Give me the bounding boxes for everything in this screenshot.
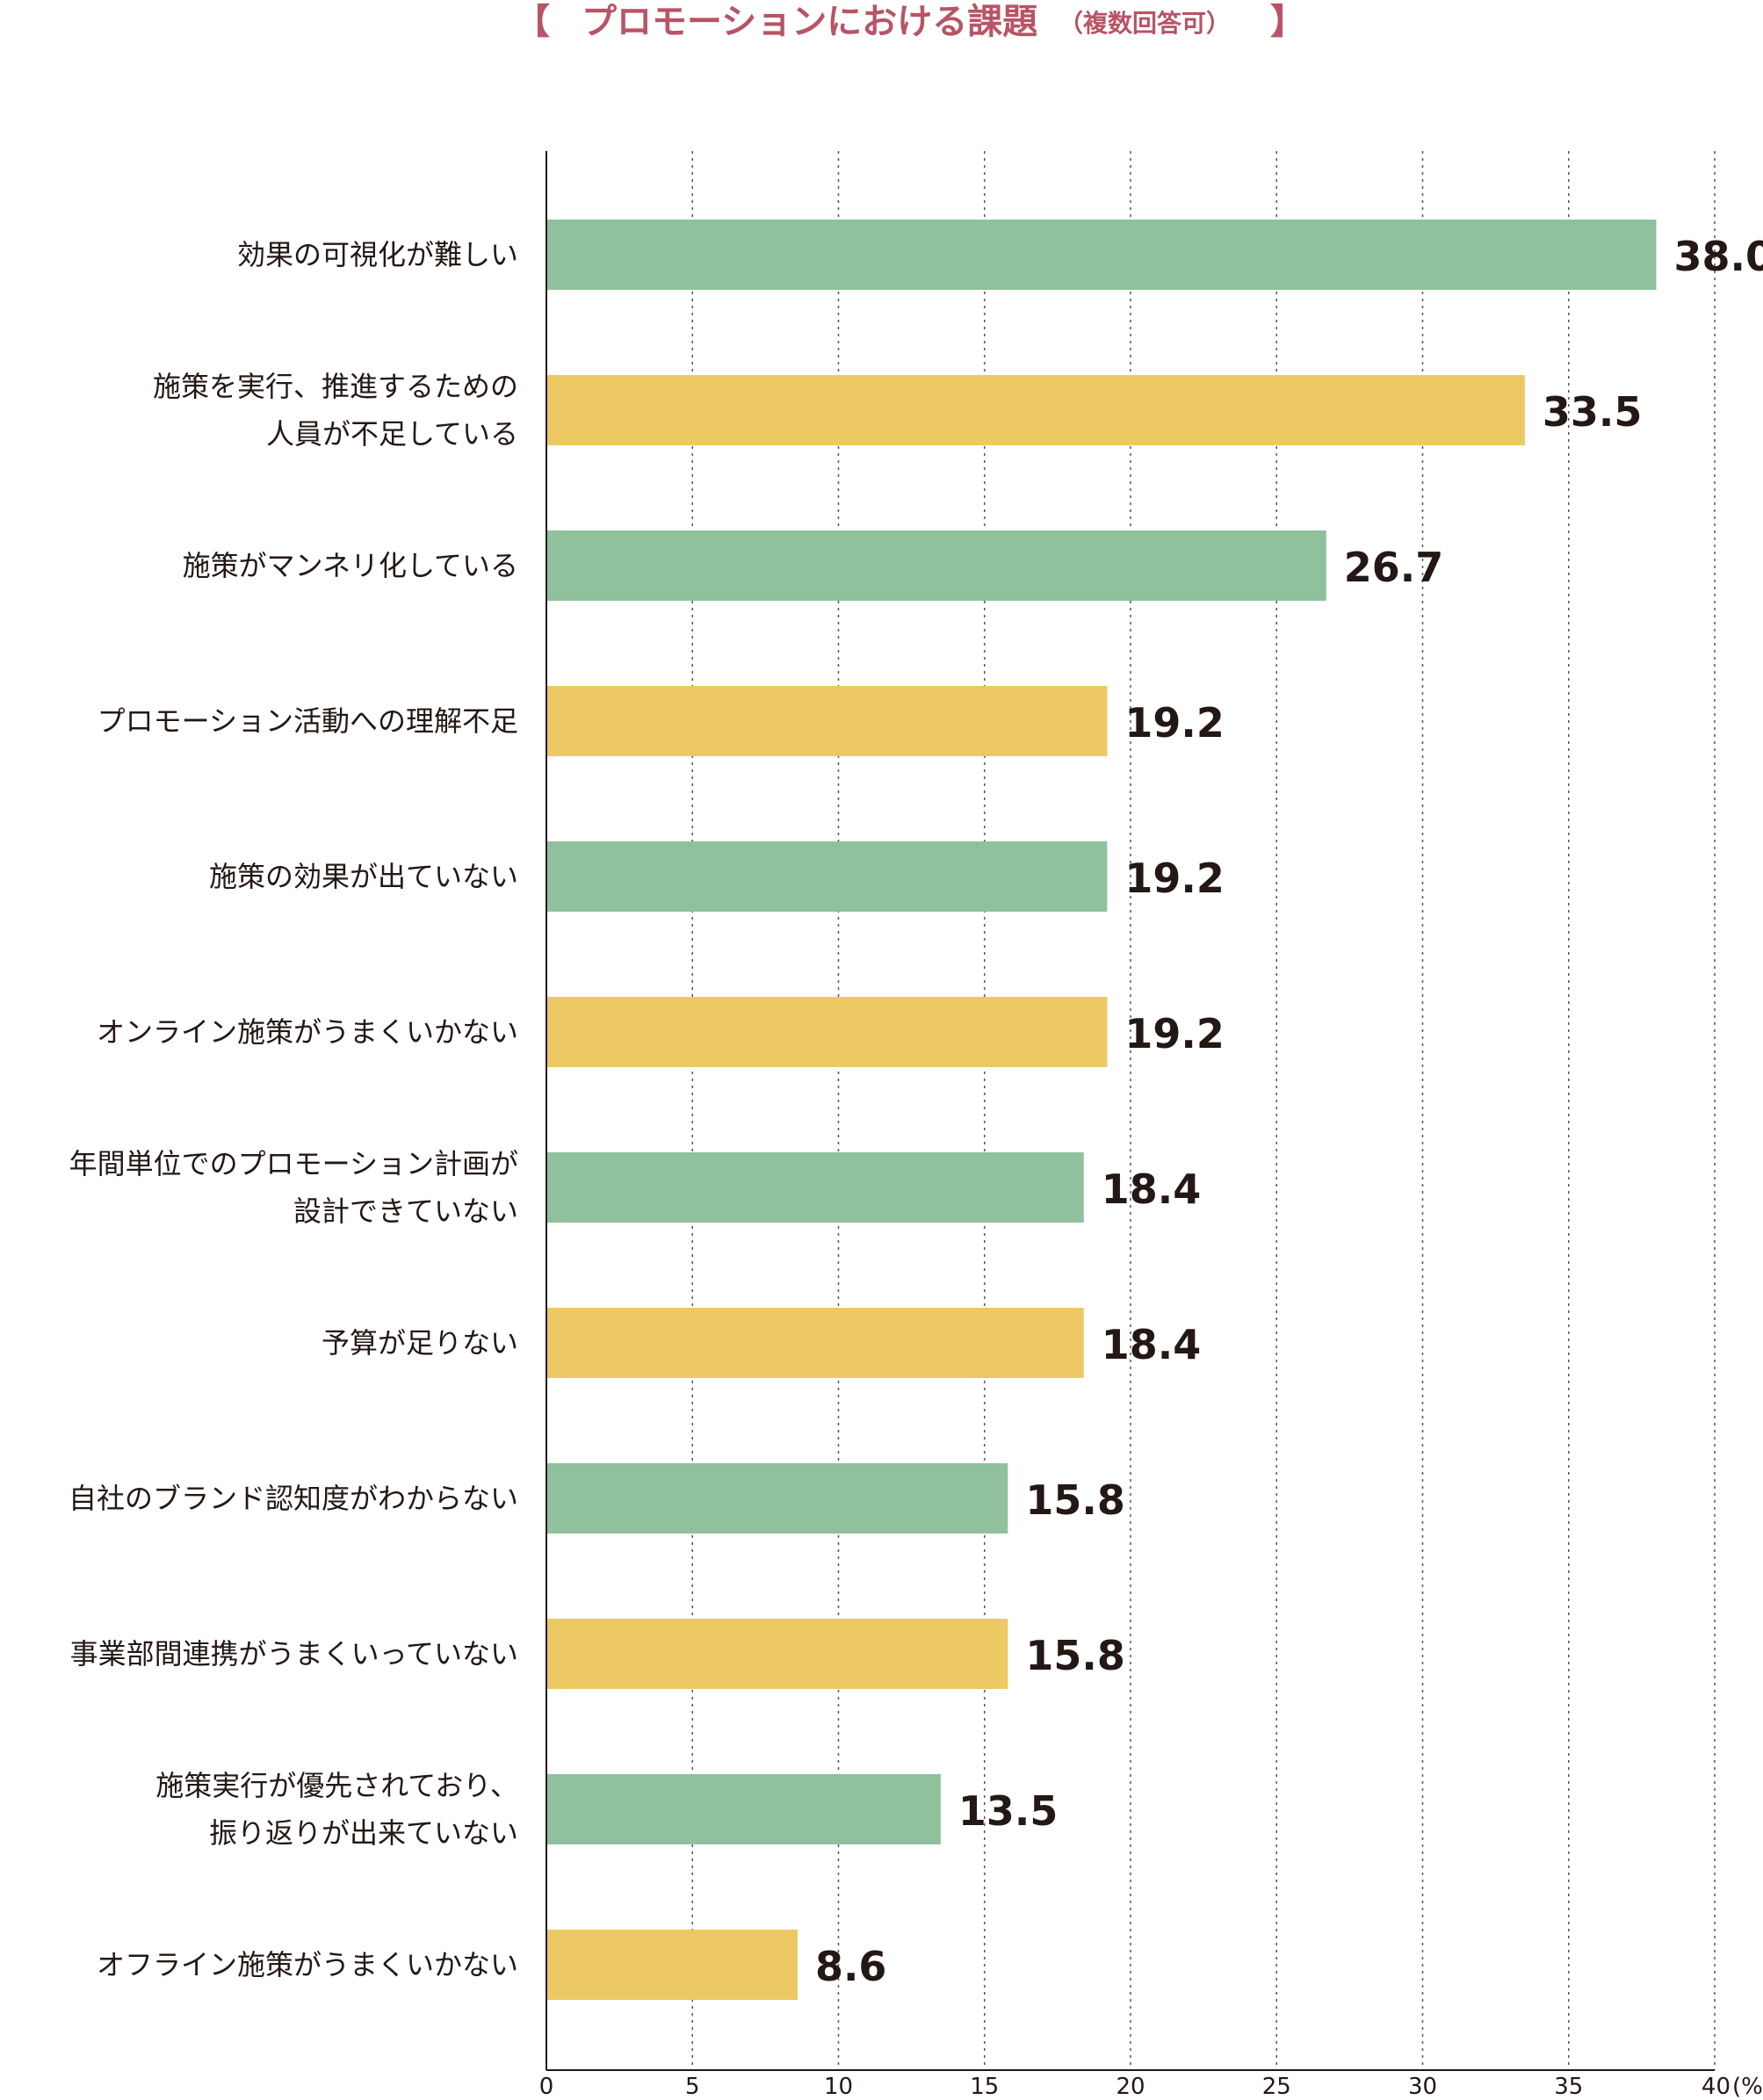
bar-9 [546, 1463, 1008, 1534]
value-label-11: 13.5 [958, 1787, 1059, 1835]
value-label-12: 8.6 [815, 1943, 887, 1990]
category-label-line: 自社のブランド認知度がわからない [69, 1482, 518, 1515]
category-label-9: 自社のブランド認知度がわからない [69, 1482, 518, 1515]
value-label-5: 19.2 [1124, 855, 1225, 902]
category-label-line: 設計できていない [293, 1194, 518, 1228]
chart-title: プロモーションにおける課題 [582, 2, 1037, 42]
bar-4 [546, 686, 1108, 756]
value-label-8: 18.4 [1102, 1321, 1202, 1368]
bar-5 [546, 841, 1108, 912]
value-label-2: 33.5 [1543, 388, 1643, 436]
title-close-bracket: 】 [1270, 2, 1305, 42]
bar-8 [546, 1308, 1084, 1378]
category-label-3: 施策がマンネリ化している [183, 549, 518, 582]
x-tick-label-40: 40 [1702, 2074, 1730, 2100]
x-tick-label-35: 35 [1554, 2074, 1583, 2100]
category-label-line: 施策の効果が出ていない [209, 860, 518, 893]
bar-7 [546, 1152, 1084, 1223]
category-label-6: オンライン施策がうまくいかない [97, 1015, 518, 1049]
category-label-11: 施策実行が優先されており、振り返りが出来ていない [155, 1769, 518, 1850]
category-label-10: 事業部間連携がうまくいっていない [70, 1637, 518, 1671]
value-label-7: 18.4 [1102, 1165, 1202, 1213]
category-label-5: 施策の効果が出ていない [209, 860, 518, 893]
value-label-6: 19.2 [1124, 1010, 1225, 1057]
value-label-9: 15.8 [1025, 1476, 1125, 1524]
x-axis-unit: (%) [1732, 2074, 1763, 2100]
category-label-7: 年間単位でのプロモーション計画が設計できていない [69, 1147, 518, 1228]
bar-2 [546, 375, 1525, 445]
category-labels: 効果の可視化が難しい施策を実行、推進するための人員が不足している施策がマンネリ化… [69, 238, 518, 1981]
category-label-line: 事業部間連携がうまくいっていない [70, 1637, 518, 1671]
category-label-8: 予算が足りない [322, 1326, 518, 1360]
bar-1 [546, 220, 1657, 290]
x-tick-label-30: 30 [1408, 2074, 1437, 2100]
category-label-line: 施策実行が優先されており、 [155, 1769, 518, 1802]
category-label-line: 施策がマンネリ化している [183, 549, 518, 582]
bar-12 [546, 1930, 798, 2000]
value-label-3: 26.7 [1344, 544, 1444, 591]
category-label-4: プロモーション活動への理解不足 [98, 704, 518, 738]
chart-title-group: 【 プロモーションにおける課題 （複数回答可） 】 [515, 2, 1305, 42]
x-tick-labels: 0 5 10 15 20 25 30 35 40(%) [539, 2074, 1763, 2100]
category-label-1: 効果の可視化が難しい [237, 238, 518, 271]
bars [546, 220, 1657, 2000]
value-label-1: 38.0 [1674, 233, 1763, 280]
category-label-2: 施策を実行、推進するための人員が不足している [153, 370, 518, 451]
bar-10 [546, 1619, 1008, 1689]
x-tick-label-20: 20 [1116, 2074, 1145, 2100]
value-label-10: 15.8 [1025, 1632, 1125, 1679]
x-tick-label-10: 10 [824, 2074, 853, 2100]
bar-11 [546, 1774, 941, 1844]
category-label-line: 予算が足りない [322, 1326, 518, 1360]
x-tick-label-25: 25 [1262, 2074, 1291, 2100]
bar-3 [546, 530, 1326, 601]
axes [546, 151, 1715, 2071]
bar-6 [546, 997, 1108, 1067]
category-label-12: オフライン施策がうまくいかない [97, 1948, 518, 1981]
x-tick-label-0: 0 [539, 2074, 554, 2100]
x-tick-label-5: 5 [685, 2074, 700, 2100]
x-tick-label-15: 15 [970, 2074, 999, 2100]
category-label-line: 施策を実行、推進するための [153, 370, 518, 403]
title-open-bracket: 【 [515, 2, 550, 42]
value-label-4: 19.2 [1124, 699, 1225, 747]
category-label-line: 効果の可視化が難しい [237, 238, 518, 271]
category-label-line: 人員が不足している [266, 417, 518, 451]
value-labels: 38.0 33.5 26.7 19.2 19.2 19.2 18.4 18.4 15.8 15.8… [815, 233, 1763, 1990]
chart-subtitle: （複数回答可） [1059, 9, 1231, 38]
category-label-line: オフライン施策がうまくいかない [97, 1948, 518, 1981]
category-label-line: 年間単位でのプロモーション計画が [69, 1147, 518, 1180]
category-label-line: プロモーション活動への理解不足 [98, 704, 518, 738]
category-label-line: オンライン施策がうまくいかない [97, 1015, 518, 1049]
category-label-line: 振り返りが出来ていない [209, 1816, 518, 1850]
